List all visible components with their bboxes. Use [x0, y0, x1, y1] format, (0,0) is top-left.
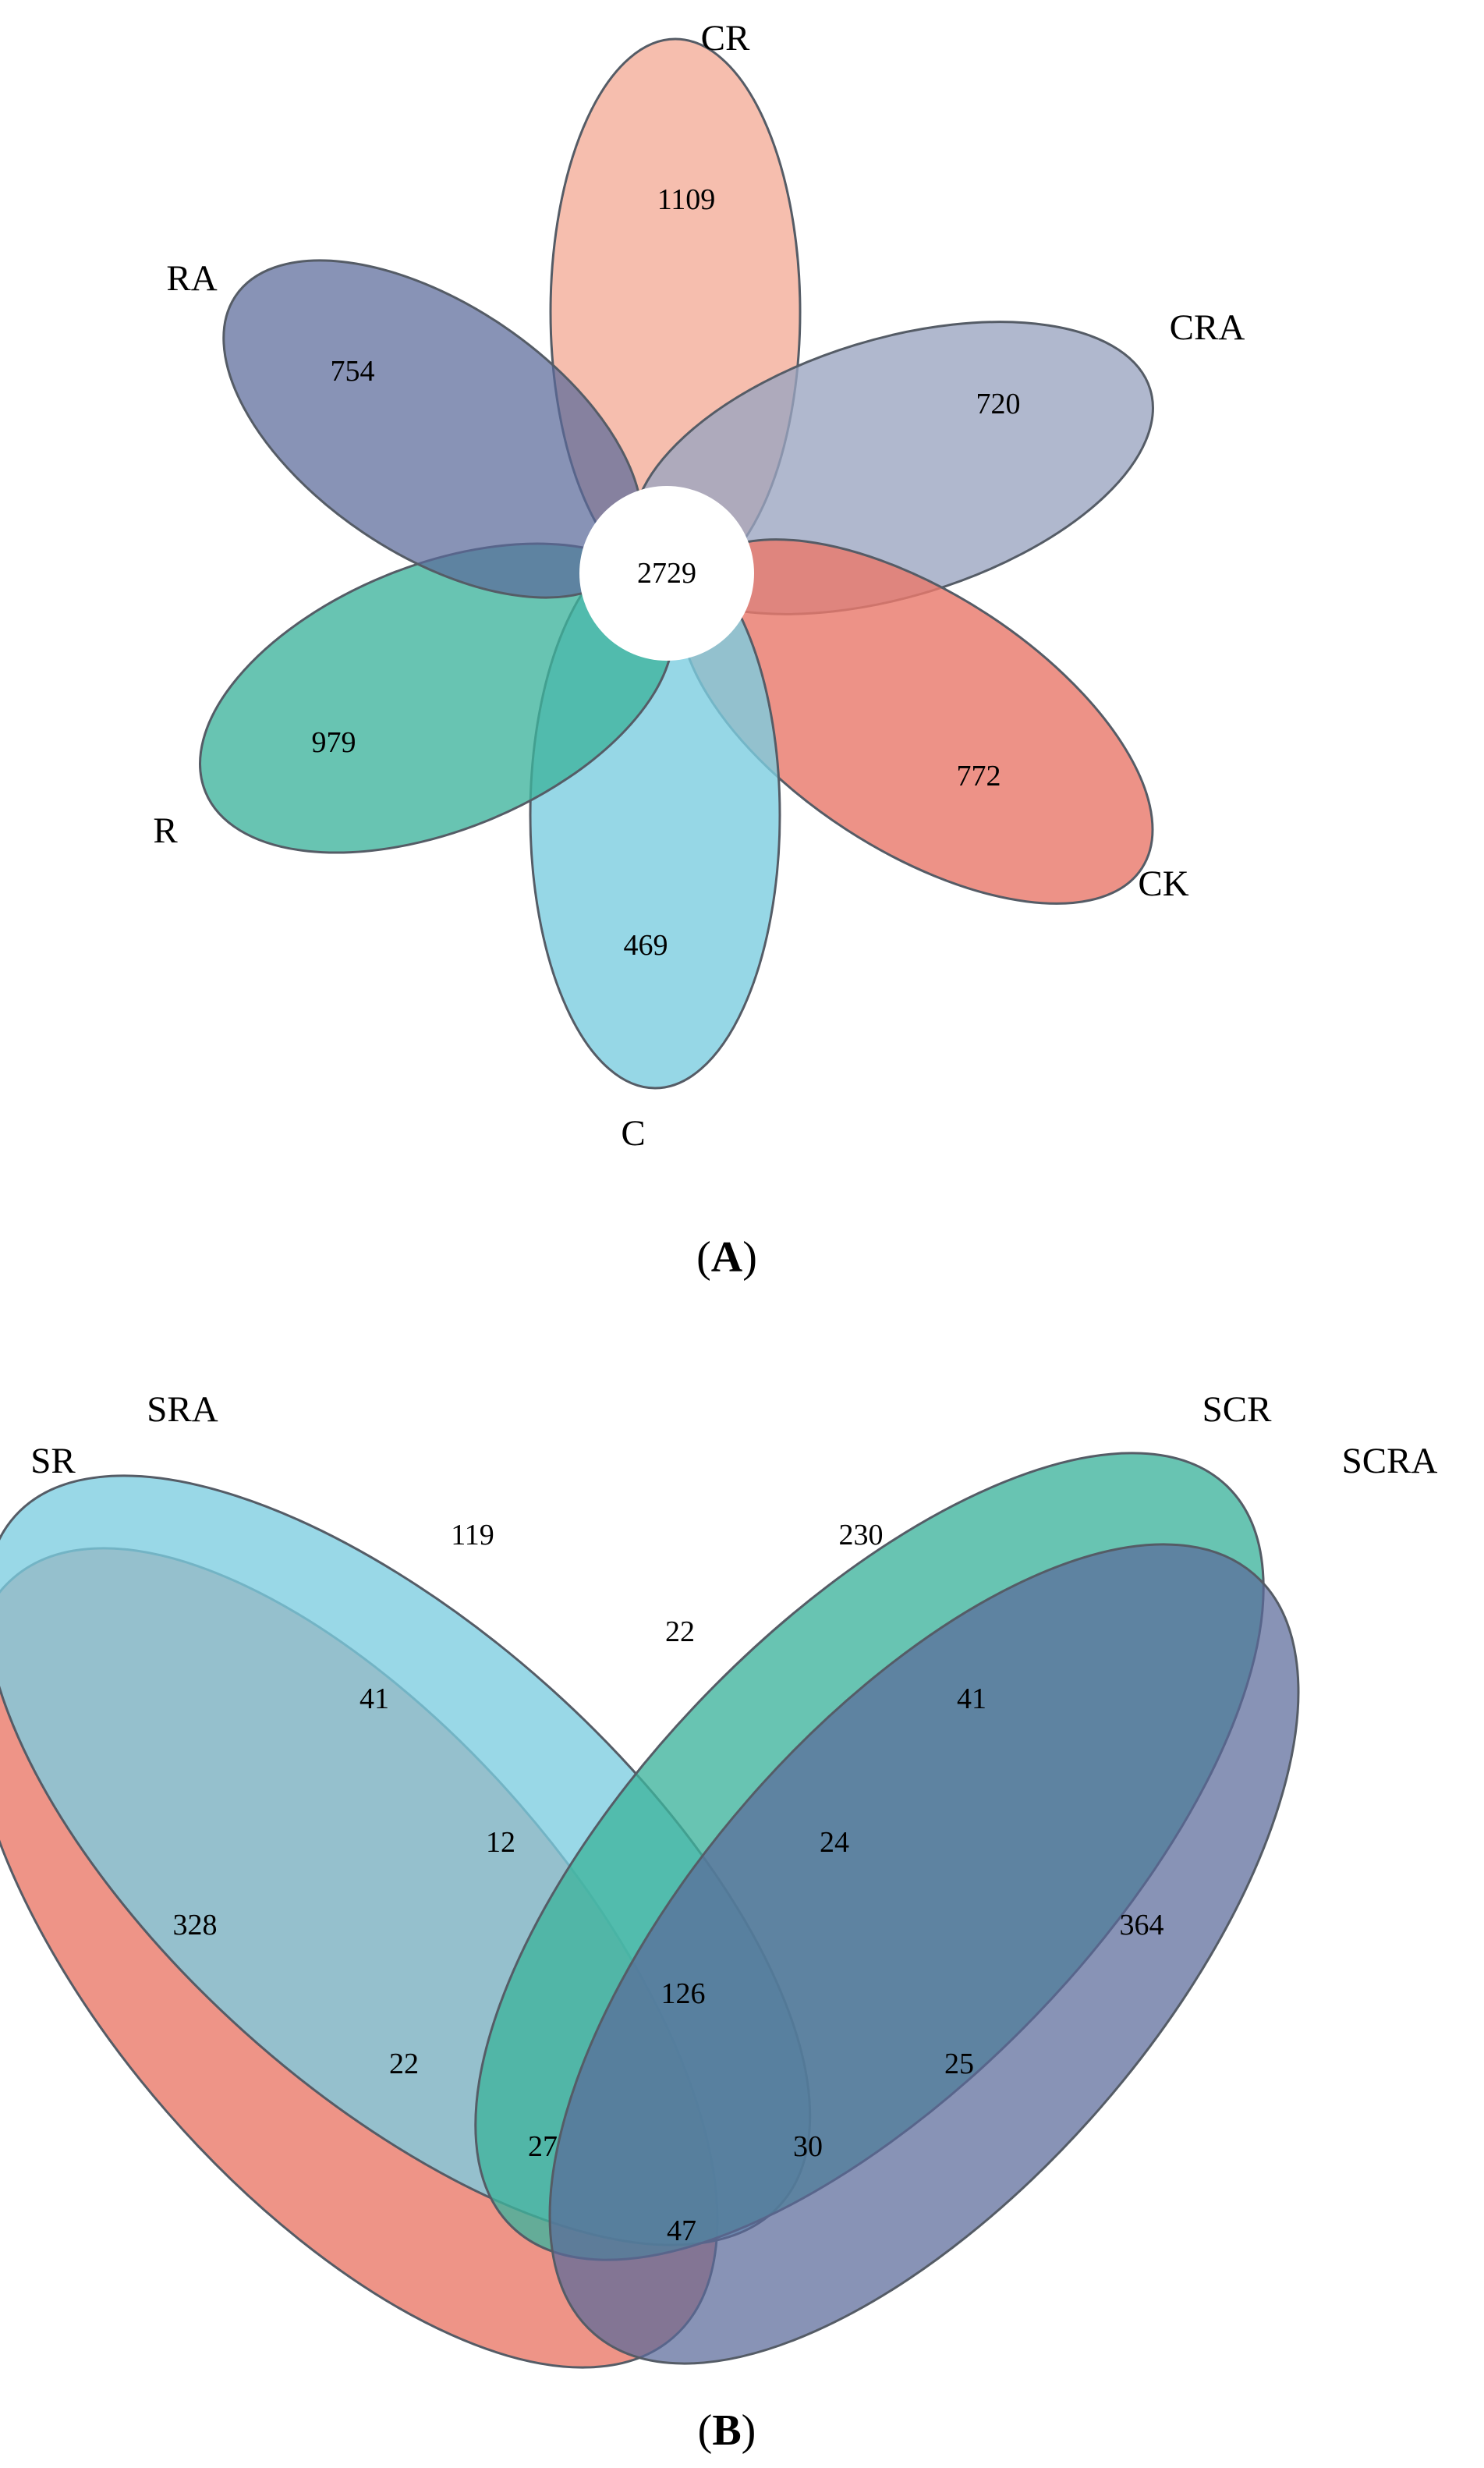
count-sr-sra-scr: 12: [486, 1826, 515, 1859]
label-ck: CK: [1138, 863, 1188, 904]
panel-a: 2729 1109 720 772 469 979 754 CR CRA CK …: [153, 18, 1245, 1282]
count-sr-scr: 22: [389, 2048, 419, 2080]
count-sr: 328: [173, 1909, 218, 1941]
label-c: C: [621, 1113, 645, 1154]
center-circle: [579, 486, 754, 661]
label-r: R: [153, 810, 178, 851]
panel-b-label: (B): [698, 2406, 756, 2455]
center-count: 2729: [637, 557, 696, 590]
count-sra-scra: 25: [944, 2048, 974, 2080]
count-sr-scr-scra: 27: [528, 2130, 558, 2163]
count-sra-scr: 22: [665, 1615, 695, 1648]
label-cr: CR: [701, 18, 750, 59]
label-scra: SCRA: [1342, 1441, 1438, 1481]
count-scr: 230: [839, 1519, 884, 1551]
label-cra: CRA: [1170, 307, 1245, 348]
set-scra: [548, 1543, 1300, 2365]
count-ck: 772: [957, 760, 1001, 793]
count-ra: 754: [331, 355, 375, 388]
count-r: 979: [312, 726, 356, 759]
count-sr-sra: 41: [359, 1683, 389, 1715]
panel-b: 328 119 230 364 41 22 41 12 24 126 22 25…: [0, 1389, 1438, 2455]
count-sra: 119: [451, 1519, 494, 1551]
label-ra: RA: [166, 258, 217, 299]
count-sr-sra-scra: 30: [793, 2130, 823, 2163]
count-sr-scra: 47: [667, 2214, 696, 2247]
count-all: 126: [661, 1977, 706, 2010]
count-scr-scra: 41: [957, 1683, 986, 1715]
count-cr: 1109: [657, 183, 716, 216]
label-scr: SCR: [1202, 1389, 1272, 1430]
count-cra: 720: [976, 388, 1021, 420]
label-sr: SR: [30, 1441, 76, 1481]
panel-a-label: (A): [696, 1233, 757, 1282]
count-scra: 364: [1120, 1909, 1164, 1941]
count-c: 469: [624, 929, 668, 962]
count-sra-scr-scra: 24: [820, 1826, 849, 1859]
label-sra: SRA: [147, 1389, 218, 1430]
